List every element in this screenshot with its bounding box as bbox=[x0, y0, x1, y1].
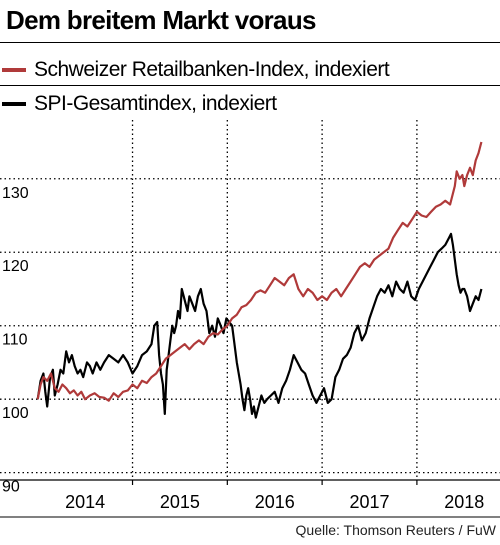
legend-swatch-spi bbox=[2, 102, 26, 106]
legend-label-spi: SPI-Gesamtindex, indexiert bbox=[34, 92, 277, 115]
legend-entry-spi: SPI-Gesamtindex, indexiert bbox=[0, 89, 277, 119]
title-rule bbox=[0, 42, 500, 43]
y-tick-label-120: 120 bbox=[2, 258, 29, 275]
series-line-spi bbox=[36, 232, 483, 419]
line-chart: 90 100 110 120 130 2014 2015 2016 2017 2018 bbox=[0, 120, 500, 518]
y-tick-label-100: 100 bbox=[2, 405, 29, 422]
source-note: Quelle: Thomson Reuters / FuW bbox=[295, 522, 496, 538]
y-tick-label-130: 130 bbox=[2, 185, 29, 202]
x-tick-label-2016: 2016 bbox=[255, 492, 295, 512]
y-tick-label-90: 90 bbox=[2, 479, 20, 496]
x-tick-label-2017: 2017 bbox=[349, 492, 389, 512]
chart-title: Dem breitem Markt voraus bbox=[6, 5, 316, 35]
x-tick-label-2015: 2015 bbox=[160, 492, 200, 512]
x-tick-label-2014: 2014 bbox=[65, 492, 105, 512]
y-tick-label-110: 110 bbox=[2, 332, 28, 349]
series-line-retail-index bbox=[36, 141, 483, 402]
legend-divider bbox=[0, 85, 500, 86]
legend-swatch-retail bbox=[2, 68, 26, 72]
legend-label-retail: Schweizer Retailbanken-Index, indexiert bbox=[34, 58, 390, 81]
legend-entry-retail: Schweizer Retailbanken-Index, indexiert bbox=[0, 55, 390, 85]
x-tick-label-2018: 2018 bbox=[444, 492, 484, 512]
